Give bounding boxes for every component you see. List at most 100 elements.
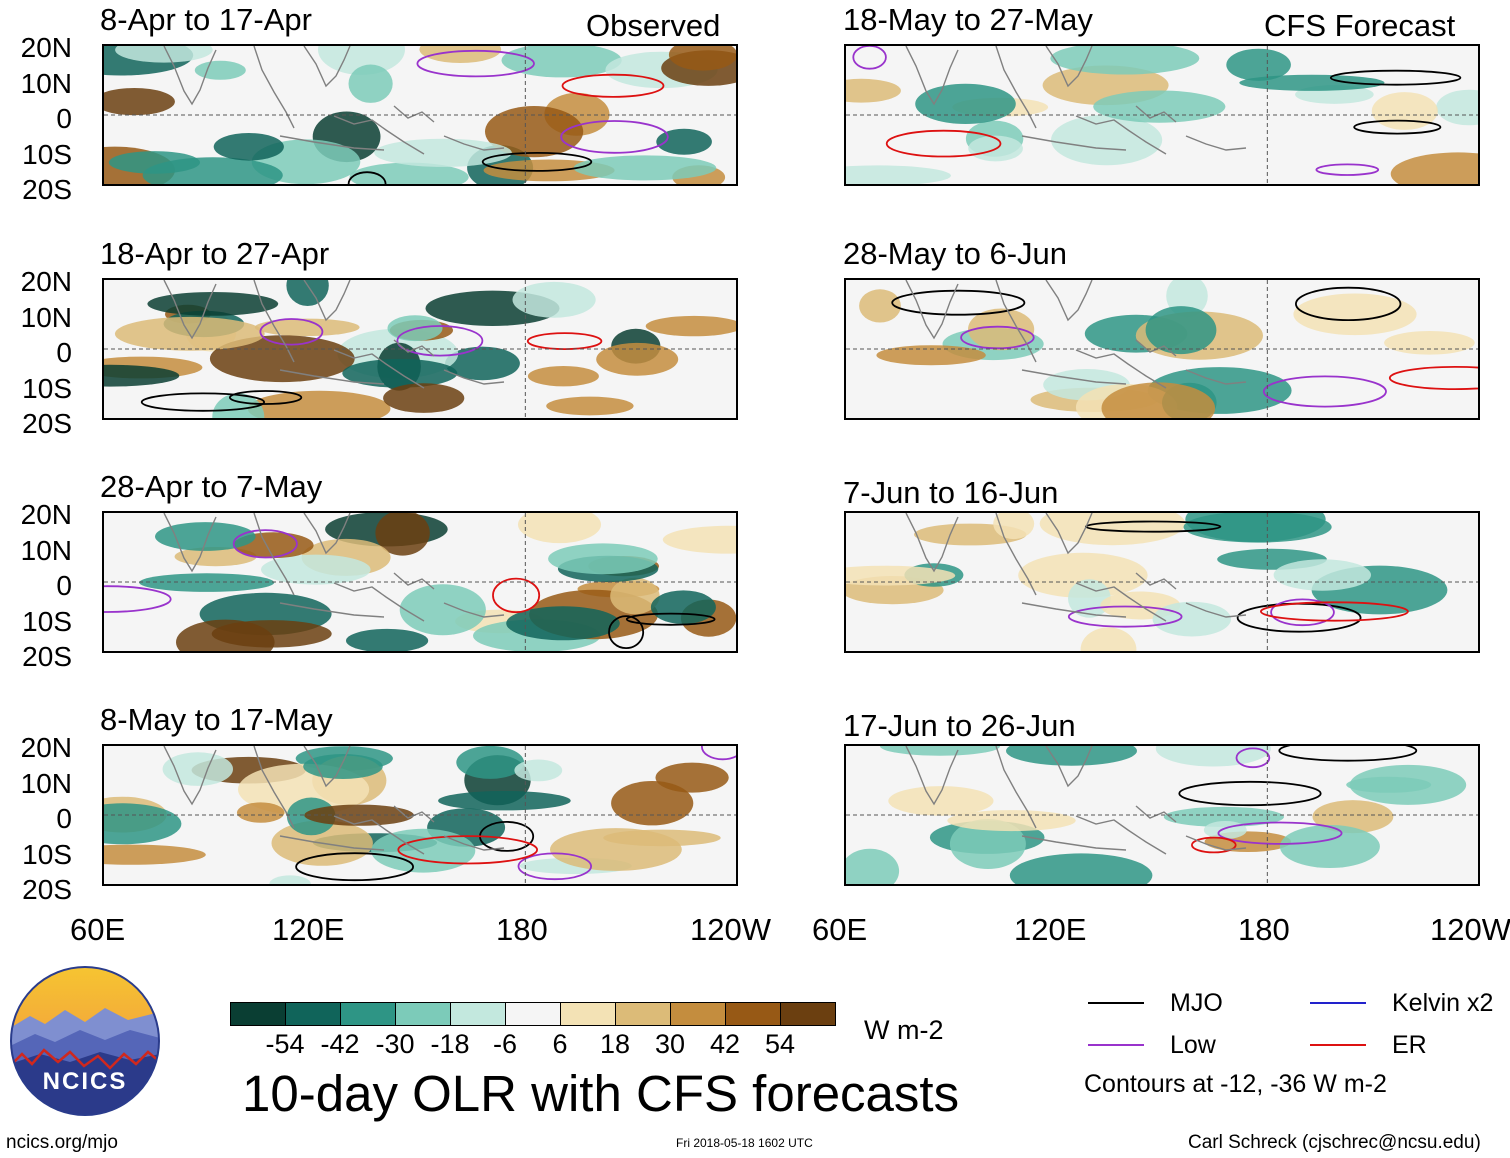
lon-tick-label: 120E bbox=[272, 912, 345, 947]
olr-map-panel bbox=[102, 511, 738, 653]
footer-url[interactable]: ncics.org/mjo bbox=[6, 1132, 118, 1153]
wet-anomaly-area bbox=[1279, 825, 1380, 868]
wet-anomaly-area bbox=[949, 819, 1026, 869]
dry-anomaly-area bbox=[668, 46, 736, 71]
coastline bbox=[163, 46, 505, 155]
colorbar-label: -30 bbox=[375, 1029, 415, 1059]
colorbar-swatch bbox=[285, 1002, 341, 1026]
wave-contour bbox=[1262, 375, 1387, 408]
coastline bbox=[163, 513, 505, 622]
wet-anomaly-area bbox=[194, 60, 246, 80]
wave-contour bbox=[891, 289, 1026, 316]
panel-title: 28-Apr to 7-May bbox=[100, 469, 323, 504]
dry-anomaly-area bbox=[546, 396, 634, 416]
olr-map bbox=[104, 513, 736, 651]
dry-anomaly-area bbox=[383, 383, 465, 413]
wet-anomaly-area bbox=[1239, 74, 1385, 91]
wet-anomaly-area bbox=[349, 162, 469, 184]
dry-anomaly-area bbox=[1384, 331, 1475, 355]
coastline bbox=[905, 513, 1247, 622]
wave-contour bbox=[625, 612, 716, 626]
main-title: 10-day OLR with CFS forecasts bbox=[242, 1065, 960, 1122]
wet-anomaly-area bbox=[1145, 306, 1217, 355]
lat-tick-label: 20N bbox=[20, 732, 72, 763]
legend-kelvin-label: Kelvin x2 bbox=[1392, 989, 1494, 1017]
lat-tick-label: 20S bbox=[22, 408, 72, 439]
olr-map-panel bbox=[844, 511, 1480, 653]
wet-anomaly-area bbox=[155, 522, 256, 551]
forecast-column-label: CFS Forecast bbox=[1264, 8, 1456, 43]
wet-anomaly-area bbox=[1346, 776, 1432, 793]
coastline bbox=[905, 46, 1247, 155]
panel-title: 7-Jun to 16-Jun bbox=[843, 475, 1059, 510]
lat-tick-label: 10S bbox=[22, 605, 72, 637]
colorbar-label: 54 bbox=[764, 1029, 796, 1059]
wave-contour bbox=[104, 585, 172, 613]
dry-anomaly-area bbox=[1371, 92, 1438, 130]
panel-title: 28-May to 6-Jun bbox=[843, 236, 1067, 271]
dry-anomaly-area bbox=[237, 802, 285, 823]
lon-tick-label: 120E bbox=[1014, 912, 1087, 947]
olr-map bbox=[846, 280, 1478, 418]
dry-anomaly-area bbox=[968, 308, 1035, 351]
olr-map bbox=[846, 746, 1478, 884]
olr-map-panel bbox=[844, 44, 1480, 186]
wet-anomaly-area bbox=[514, 759, 563, 782]
olr-map-panel bbox=[102, 278, 738, 420]
wet-anomaly-area bbox=[445, 346, 520, 381]
wet-anomaly-area bbox=[1183, 513, 1332, 543]
colorbar-swatch bbox=[725, 1002, 781, 1026]
legend-kelvin-line bbox=[1310, 1002, 1366, 1004]
wave-contour bbox=[1235, 747, 1271, 769]
dry-anomaly-area bbox=[846, 78, 901, 103]
lat-tick-label: 0 bbox=[56, 337, 72, 368]
lat-tick-label: 0 bbox=[56, 803, 72, 834]
legend-er-label: ER bbox=[1392, 1031, 1427, 1059]
wave-contour bbox=[1315, 163, 1380, 176]
lat-tick-label: 0 bbox=[56, 103, 72, 134]
wave-contour bbox=[1190, 836, 1237, 854]
wet-anomaly-area bbox=[147, 292, 279, 316]
dry-anomaly-area bbox=[104, 844, 206, 865]
colorbar-label: 42 bbox=[709, 1029, 741, 1059]
lon-tick-label: 60E bbox=[70, 912, 126, 947]
dry-anomaly-area bbox=[550, 828, 682, 871]
footer-credit: Carl Schreck (cjschrec@ncsu.edu) bbox=[1188, 1132, 1481, 1153]
dry-anomaly-area bbox=[518, 513, 601, 544]
wave-contour bbox=[295, 852, 415, 882]
colorbar-swatch bbox=[395, 1002, 451, 1026]
wave-contour bbox=[481, 152, 593, 172]
observed-column-label: Observed bbox=[586, 8, 721, 43]
panel-title: 8-Apr to 17-Apr bbox=[100, 2, 312, 37]
coastline bbox=[163, 280, 505, 389]
colorbar-label: -42 bbox=[320, 1029, 360, 1059]
dry-anomaly-area bbox=[375, 513, 430, 556]
lat-tick-label: 10N bbox=[20, 67, 72, 99]
colorbar-label: 18 bbox=[599, 1029, 631, 1059]
wave-contour bbox=[1217, 821, 1343, 845]
wet-anomaly-area bbox=[1093, 90, 1226, 123]
wave-contour bbox=[259, 318, 324, 346]
wave-contour bbox=[1259, 601, 1409, 622]
legend-mjo-label: MJO bbox=[1170, 989, 1223, 1017]
dry-anomaly-area bbox=[209, 335, 355, 383]
olr-map bbox=[104, 746, 736, 884]
lon-tick-label: 120W bbox=[690, 912, 771, 947]
dry-anomaly-area bbox=[947, 810, 1076, 832]
wet-anomaly-area bbox=[269, 875, 311, 884]
dry-anomaly-area bbox=[846, 565, 956, 586]
wet-anomaly-area bbox=[399, 584, 486, 636]
wave-contour bbox=[560, 120, 669, 154]
dry-anomaly-area bbox=[888, 786, 994, 816]
lat-tick-label: 20N bbox=[20, 32, 72, 63]
lat-tick-label: 20S bbox=[22, 641, 72, 672]
wave-contour bbox=[526, 332, 603, 350]
colorbar-label: -18 bbox=[430, 1029, 470, 1059]
dry-anomaly-area bbox=[610, 577, 660, 615]
wet-anomaly-area bbox=[108, 151, 200, 174]
wet-anomaly-area bbox=[139, 573, 275, 592]
colorbar-label: -54 bbox=[265, 1029, 305, 1059]
dry-anomaly-area bbox=[485, 106, 584, 158]
wet-anomaly-area bbox=[656, 128, 712, 155]
dry-anomaly-area bbox=[527, 366, 599, 387]
